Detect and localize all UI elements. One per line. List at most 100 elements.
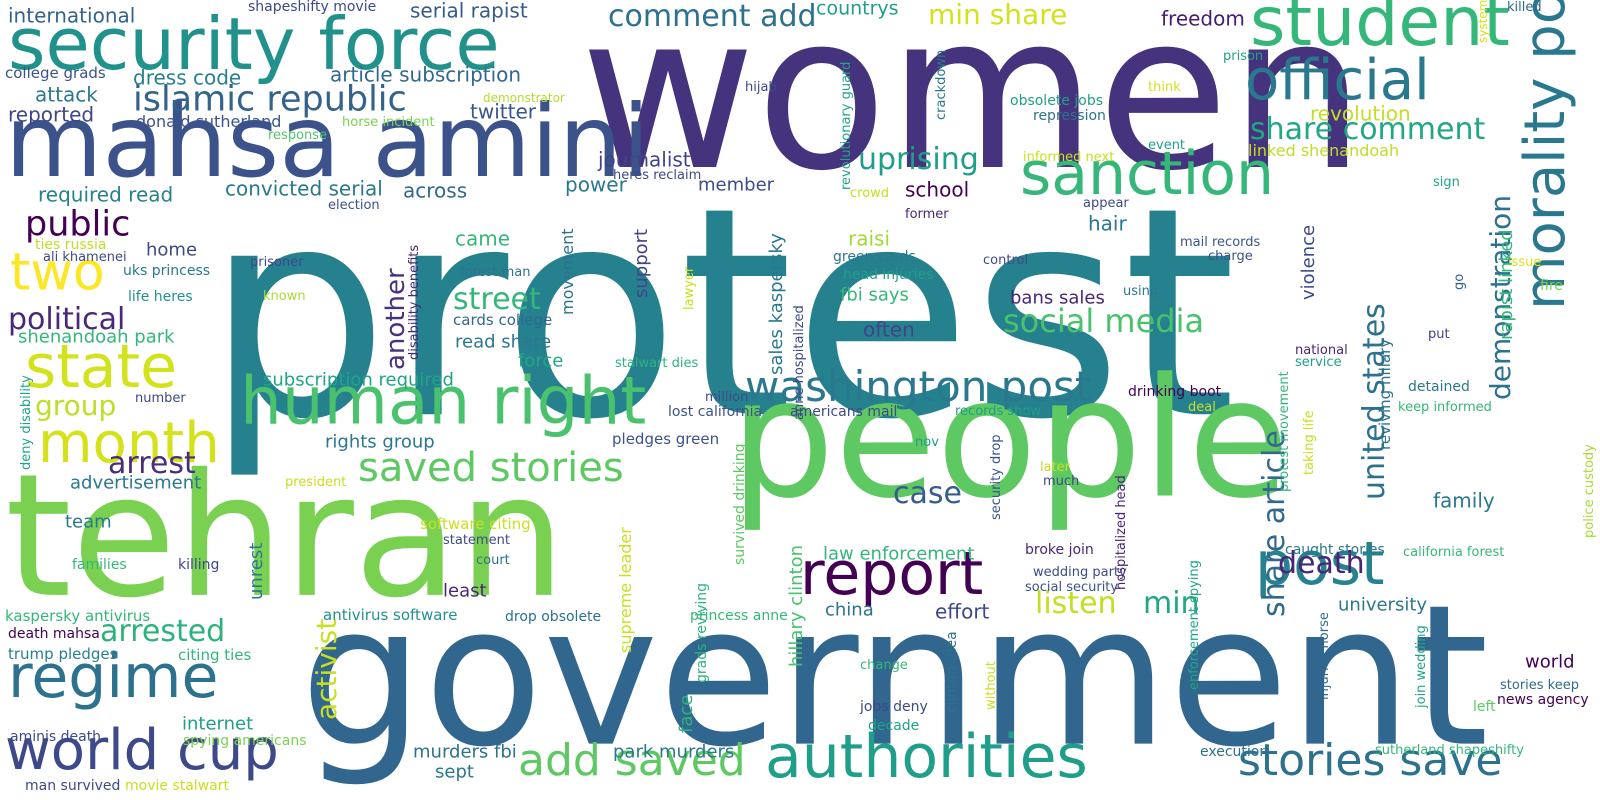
- word-shenandoah-park: shenandoah park: [18, 326, 175, 348]
- word-known: known: [263, 288, 306, 304]
- word-president: president: [285, 474, 347, 490]
- word-uprising: uprising: [858, 142, 979, 178]
- word-antivirus-software: antivirus software: [323, 606, 458, 625]
- word-taking-life: taking life: [1302, 410, 1317, 475]
- word-heres-reclaim: heres reclaim: [613, 167, 702, 183]
- word-california-forest: california forest: [1403, 544, 1505, 560]
- word-official: official: [1245, 47, 1430, 113]
- word-hillary-clinton: hillary clinton: [786, 544, 807, 667]
- word-share-comment: share comment: [1250, 112, 1486, 148]
- word-revolutionary-guard: revolutionary guard: [839, 61, 854, 190]
- word-min: min: [1143, 586, 1200, 622]
- word-dress-code: dress code: [133, 65, 242, 90]
- word-stories-save: stories save: [1238, 735, 1503, 787]
- word-university: university: [1338, 594, 1428, 616]
- word-nov: nov: [915, 434, 939, 450]
- word-force: force: [518, 350, 564, 372]
- word-social-media: social media: [1003, 302, 1205, 341]
- word-control: control: [983, 252, 1029, 268]
- word-two: two: [10, 242, 105, 303]
- word-rights-group: rights group: [325, 431, 435, 453]
- word-political: political: [8, 302, 126, 338]
- word-trump-pledges: trump pledges: [8, 645, 118, 664]
- word-movement: movement: [558, 228, 577, 315]
- word-stalwart-dies: stalwart dies: [615, 355, 699, 371]
- word-social-security: social security: [1025, 579, 1119, 595]
- word-internet: internet: [182, 713, 254, 735]
- word-unrest: unrest: [246, 542, 267, 600]
- word-shapeshifty-movie: shapeshifty movie: [248, 0, 377, 15]
- word-school: school: [905, 177, 970, 202]
- word-clinton-idea: clinton idea: [944, 631, 960, 713]
- word-human-right: human right: [240, 362, 647, 440]
- word-case: case: [893, 476, 962, 512]
- word-women: women: [580, 0, 1366, 219]
- word-team: team: [65, 511, 112, 533]
- word-charge: charge: [1208, 248, 1253, 264]
- word-rapist-linked: rapist linked: [1496, 229, 1517, 340]
- word-activist: activist: [310, 618, 343, 720]
- word-deal: deal: [1188, 399, 1216, 415]
- word-decade: decade: [868, 717, 920, 734]
- word-horse-incident: horse incident: [342, 114, 435, 130]
- word-report: report: [800, 539, 984, 610]
- word-protest: protest: [205, 146, 1237, 484]
- word-prisoner: prisoner: [250, 254, 304, 270]
- word-reviving-hillary: reviving hillary: [1376, 338, 1394, 450]
- word-raisi: raisi: [848, 226, 891, 251]
- word-public: public: [25, 204, 131, 245]
- word-regime: regime: [8, 642, 219, 713]
- word-movie-stalwart: movie stalwart: [125, 777, 229, 794]
- word-service: service: [1295, 354, 1342, 370]
- word-think: think: [1148, 79, 1181, 95]
- word-journalist: journalist: [598, 147, 691, 172]
- word-power: power: [565, 172, 627, 197]
- word-ali-khamenei: ali khamenei: [43, 249, 127, 265]
- word-change: change: [860, 657, 908, 673]
- word-hijab: hijab: [745, 79, 777, 95]
- word-china: china: [825, 599, 874, 621]
- word-demonstrator: demonstrator: [483, 90, 565, 105]
- word-bans-sales: bans sales: [1010, 287, 1105, 309]
- word-post: post: [1255, 529, 1385, 600]
- word-spying-americans: spying americans: [183, 732, 307, 749]
- word-listen: listen: [1035, 586, 1117, 622]
- word-another: another: [381, 268, 411, 370]
- word-serial-rapist: serial rapist: [410, 0, 528, 23]
- word-prison: prison: [1223, 48, 1264, 64]
- word-twitter: twitter: [470, 99, 536, 124]
- word-article-subscription: article subscription: [330, 62, 522, 87]
- word-grads-reviving: grads reviving: [694, 582, 710, 683]
- word-mail-records: mail records: [1180, 234, 1261, 250]
- word-add-saved: add saved: [518, 735, 746, 787]
- word-obsolete-jobs: obsolete jobs: [1010, 92, 1104, 109]
- word-convicted-serial: convicted serial: [225, 176, 383, 201]
- word-washington-post: washington post: [745, 361, 1092, 411]
- word-families: families: [72, 556, 127, 573]
- word-security-drop: security drop: [989, 434, 1004, 520]
- word-forest-man: forest man: [460, 264, 531, 280]
- word-protest-movement: protest movement: [1277, 371, 1292, 492]
- word-home: home: [146, 239, 198, 261]
- word-saved-stories: saved stories: [358, 444, 624, 491]
- word-countrys: countrys: [816, 0, 899, 20]
- word-tehran: tehran: [5, 437, 566, 636]
- word-murders-fbi: murders fbi: [413, 741, 517, 763]
- word-crackdown: crackdown: [934, 49, 949, 120]
- word-deny-disability: deny disability: [19, 375, 34, 470]
- word-supreme-leader: supreme leader: [616, 527, 635, 653]
- word-law-enforcement: law enforcement: [823, 543, 975, 565]
- word-disability-benefits: disability benefits: [407, 244, 422, 360]
- word-family: family: [1433, 488, 1495, 513]
- word-broke-join: broke join: [1025, 541, 1094, 558]
- word-lost-california: lost california: [668, 403, 763, 420]
- word-world-cup: world cup: [5, 717, 279, 783]
- word-least: least: [443, 580, 487, 602]
- word-student: student: [1250, 0, 1510, 62]
- word-join-wedding: join wedding: [1414, 625, 1429, 708]
- word-sept: sept: [435, 761, 474, 783]
- word-reported: reported: [8, 102, 95, 127]
- word-kaspersky-antivirus: kaspersky antivirus: [5, 607, 151, 626]
- word-election: election: [328, 197, 380, 213]
- word-across: across: [403, 178, 468, 203]
